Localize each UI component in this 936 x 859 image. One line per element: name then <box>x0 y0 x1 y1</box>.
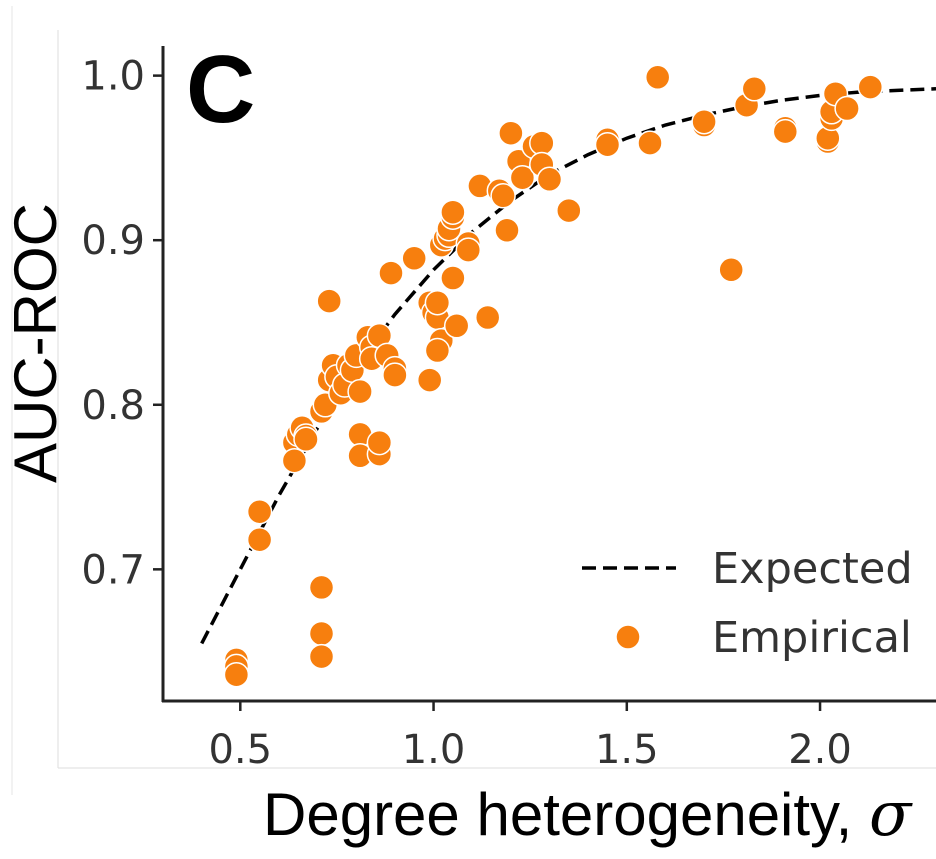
empirical-point <box>440 265 466 291</box>
x-tick-label: 0.5 <box>208 727 272 773</box>
empirical-point <box>556 197 582 224</box>
empirical-point <box>308 620 335 647</box>
empirical-point <box>594 131 621 158</box>
empirical-point <box>308 643 335 670</box>
empirical-point <box>293 426 319 453</box>
empirical-point <box>378 260 404 286</box>
x-axis-title-text: Degree heterogeneity, <box>263 781 869 848</box>
empirical-point <box>529 130 555 156</box>
x-tick-label: 2.0 <box>788 727 852 773</box>
empirical-point <box>741 76 768 102</box>
empirical-point <box>281 447 308 474</box>
empirical-point <box>223 661 250 688</box>
empirical-point <box>498 120 524 146</box>
empirical-point <box>644 64 671 91</box>
empirical-point <box>857 74 884 100</box>
empirical-point <box>316 288 342 314</box>
legend-expected-label: Expected <box>712 544 913 594</box>
legend-empirical-label: Empirical <box>712 613 912 663</box>
y-tick-label: 1.0 <box>81 54 145 100</box>
x-axis-title: Degree heterogeneity, σ <box>263 777 913 850</box>
y-tick-label: 0.9 <box>81 218 145 264</box>
plot-area <box>200 64 936 688</box>
empirical-point <box>509 164 536 191</box>
empirical-point <box>424 337 451 364</box>
x-tick-label: 1.0 <box>402 727 466 773</box>
x-tick-label: 1.5 <box>595 727 659 773</box>
empirical-point <box>382 362 408 388</box>
empirical-point <box>455 237 482 263</box>
empirical-point <box>834 95 860 122</box>
empirical-point <box>443 313 470 339</box>
empirical-point <box>401 245 427 272</box>
empirical-point <box>246 498 273 525</box>
empirical-point <box>416 367 443 393</box>
y-tick-label: 0.7 <box>81 547 145 593</box>
empirical-point <box>246 526 273 553</box>
legend-empirical-swatch <box>615 624 641 650</box>
empirical-point <box>494 217 520 244</box>
empirical-point <box>691 108 717 135</box>
empirical-point <box>718 257 744 283</box>
empirical-point <box>772 118 799 145</box>
empirical-point <box>424 289 451 316</box>
empirical-point <box>308 574 335 601</box>
empirical-point <box>536 166 563 193</box>
x-axis-title-symbol: σ <box>869 777 913 850</box>
panel-label: C <box>186 36 255 143</box>
empirical-point <box>637 130 663 156</box>
y-axis-title: AUC-ROC <box>2 203 69 483</box>
empirical-point <box>366 429 393 456</box>
empirical-point <box>347 378 373 405</box>
axis-ticks: 0.5 1.0 1.5 2.0 0.7 0.8 0.9 1.0 <box>81 54 851 773</box>
empirical-point <box>474 304 501 331</box>
legend: Expected Empirical <box>582 544 913 663</box>
empirical-point <box>440 199 466 225</box>
y-tick-label: 0.8 <box>81 383 145 429</box>
empirical-point <box>490 183 516 209</box>
